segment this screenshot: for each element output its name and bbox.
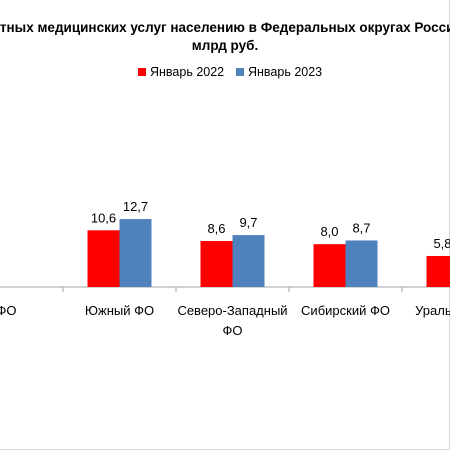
- bar-series1-cat4: [313, 244, 346, 287]
- chart-title-line-1: й платных медицинских услуг населению в …: [0, 20, 450, 35]
- data-label-series2-cat4: 8,7: [352, 220, 370, 235]
- bar-series2-cat3: [232, 235, 265, 287]
- bar-series1-cat5: [426, 255, 450, 287]
- bar-series2-cat4: [345, 240, 378, 287]
- chart-title-line-2: млрд руб.: [192, 38, 258, 53]
- legend-label-1: Январь 2022: [150, 65, 224, 79]
- x-tick-label-3-1: Северо-Западный: [177, 303, 287, 318]
- x-tick-label-4-1: Сибирский ФО: [301, 303, 390, 318]
- bar-series2-cat2: [119, 219, 152, 287]
- data-label-series1-cat2: 10,6: [91, 210, 116, 225]
- x-tick-label-1-1: ФО: [0, 303, 17, 318]
- legend-label-2: Январь 2023: [248, 65, 322, 79]
- x-tick-label-3-2: ФО: [223, 323, 243, 338]
- legend-swatch-2: [236, 68, 244, 76]
- legend-swatch-1: [138, 68, 146, 76]
- bar-series1-cat2: [87, 230, 120, 287]
- data-label-series2-cat3: 9,7: [239, 215, 257, 230]
- data-label-series1-cat4: 8,0: [320, 224, 338, 239]
- x-tick-label-2-1: Южный ФО: [85, 303, 154, 318]
- data-label-series1-cat5: 5,8: [433, 236, 450, 251]
- data-label-series1-cat3: 8,6: [207, 221, 225, 236]
- data-label-series2-cat2: 12,7: [123, 199, 148, 214]
- x-tick-label-5-1: Уральский ФО: [415, 303, 450, 318]
- bar-series1-cat3: [200, 240, 233, 287]
